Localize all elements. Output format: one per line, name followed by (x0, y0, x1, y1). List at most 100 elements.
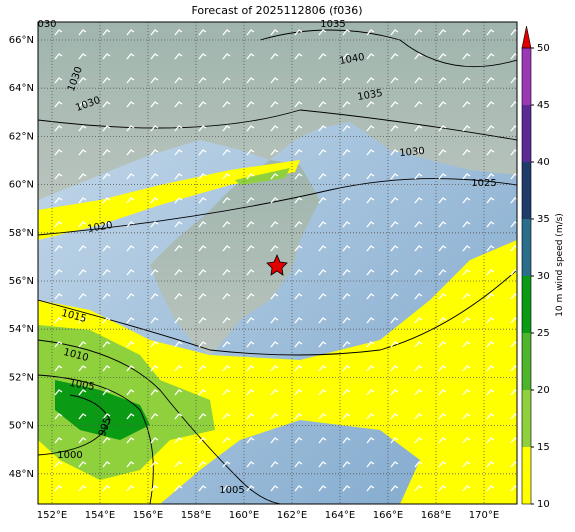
wind-barb (510, 437, 517, 444)
wind-barb (510, 53, 517, 60)
wind-barb (126, 341, 135, 348)
wind-barb (318, 437, 327, 444)
wind-barb (246, 53, 255, 60)
wind-barb (54, 173, 63, 180)
wind-barb (270, 413, 279, 420)
wind-barb (510, 29, 517, 36)
wind-barb (342, 389, 351, 396)
wind-barb (150, 245, 159, 252)
wind-barb (126, 173, 135, 180)
wind-barb (486, 485, 495, 492)
lon-label: 158°E (181, 510, 211, 521)
wind-barb (414, 53, 423, 60)
wind-barb (246, 365, 255, 372)
wind-barb (78, 269, 87, 276)
wind-barb (510, 197, 517, 204)
wind-barb (366, 125, 375, 132)
wind-barb (294, 29, 303, 36)
colorbar-label: 10 m wind speed (m/s) (555, 213, 565, 317)
wind-barb (246, 485, 255, 492)
wind-barb (246, 29, 255, 36)
wind-barb (366, 53, 375, 60)
wind-barb (486, 341, 495, 348)
colorbar-extension (521, 25, 532, 49)
lon-label: 154°E (85, 510, 115, 521)
wind-barb (438, 437, 447, 444)
wind-barb (102, 485, 111, 492)
wind-barb (102, 413, 111, 420)
wind-barb (222, 53, 231, 60)
wind-barb (174, 221, 183, 228)
wind-barb (366, 461, 375, 468)
wind-barb (54, 53, 63, 60)
wind-barb (486, 149, 495, 156)
lat-label: 66°N (9, 35, 34, 46)
wind-barb (294, 485, 303, 492)
wind-barb (342, 461, 351, 468)
wind-barb (486, 317, 495, 324)
wind-barb (78, 389, 87, 396)
wind-barb (390, 29, 399, 36)
wind-barb (438, 101, 447, 108)
wind-barb (270, 317, 279, 324)
wind-barb (318, 365, 327, 372)
wind-barb (318, 197, 327, 204)
wind-barb (414, 149, 423, 156)
wind-barb (294, 149, 303, 156)
colorbar-tick-label: 50 (537, 43, 550, 54)
wind-barb (318, 77, 327, 84)
wind-barb (126, 365, 135, 372)
wind-barb (366, 29, 375, 36)
wind-barb (174, 485, 183, 492)
wind-barb (366, 341, 375, 348)
lon-label: 164°E (325, 510, 355, 521)
wind-barb (510, 461, 517, 468)
wind-barb (246, 173, 255, 180)
lat-label: 54°N (9, 324, 34, 335)
wind-barb (198, 29, 207, 36)
wind-barb (270, 77, 279, 84)
wind-barb (438, 341, 447, 348)
wind-barb (246, 77, 255, 84)
wind-barb (174, 245, 183, 252)
wind-barb (78, 149, 87, 156)
wind-barb (78, 317, 87, 324)
wind-barb (150, 125, 159, 132)
wind-barb (102, 341, 111, 348)
wind-barb (270, 293, 279, 300)
wind-barb (462, 29, 471, 36)
wind-barb (198, 341, 207, 348)
contour-label: 030 (37, 19, 56, 30)
wind-barb (294, 101, 303, 108)
wind-barb (198, 485, 207, 492)
wind-barb (342, 365, 351, 372)
wind-barb (174, 197, 183, 204)
wind-barb (318, 125, 327, 132)
labels: 66°N 64°N 62°N 60°N 58°N 56°N 54°N 52°N 50°N 48°N… (9, 19, 499, 521)
wind-barb (246, 413, 255, 420)
wind-barb (318, 245, 327, 252)
wind-barb (126, 293, 135, 300)
wind-barb (174, 77, 183, 84)
wind-barb (246, 101, 255, 108)
wind-barb (414, 413, 423, 420)
map-area (38, 22, 517, 504)
wind-barb (462, 269, 471, 276)
wind-barb (198, 437, 207, 444)
wind-barb (366, 293, 375, 300)
wind-barb (198, 317, 207, 324)
wind-barb (462, 437, 471, 444)
colorbar: 10 15 20 25 30 35 40 45 50 10 m wind speed (m/s) (521, 25, 565, 510)
wind-barb (294, 293, 303, 300)
location-star (266, 253, 288, 276)
wind-barb (390, 485, 399, 492)
wind-barb (486, 221, 495, 228)
wind-barb (462, 389, 471, 396)
wind-barb (174, 341, 183, 348)
wind-barb (462, 341, 471, 348)
wind-barb (78, 437, 87, 444)
wind-barb (366, 197, 375, 204)
graticule (38, 22, 517, 504)
wind-barb (54, 317, 63, 324)
wind-barb (462, 149, 471, 156)
